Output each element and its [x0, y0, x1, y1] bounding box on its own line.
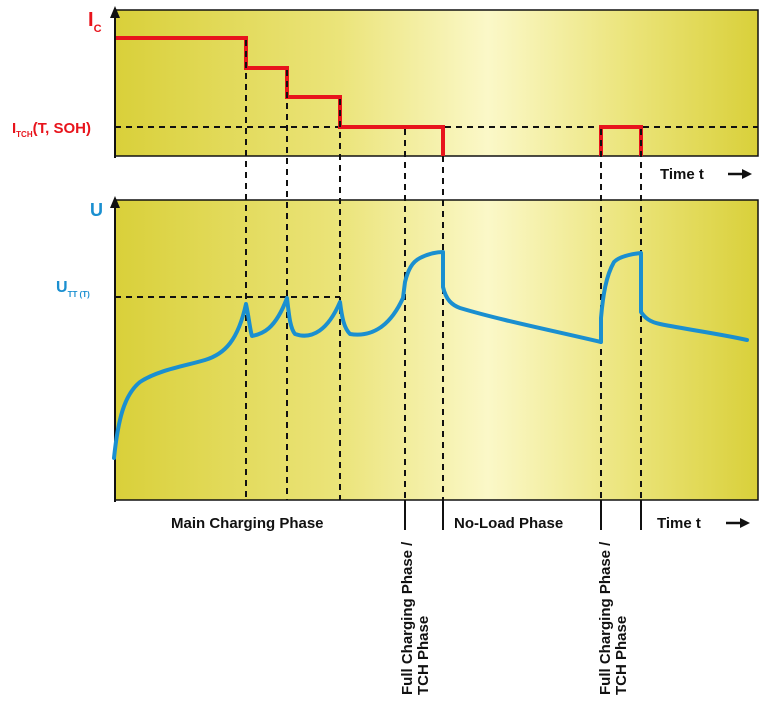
voltage-curve — [112, 250, 749, 460]
phase-label-main-charging: Main Charging Phase — [171, 515, 324, 532]
phase-marker-lines — [245, 40, 642, 500]
current-panel-background — [114, 9, 759, 157]
voltage-y-axis-arrow — [110, 196, 120, 208]
voltage-y-axis-label: U — [90, 200, 103, 220]
phase-label-full-charging-1: Full Charging Phase / TCH Phase — [399, 537, 432, 695]
voltage-panel-background — [114, 199, 759, 501]
current-y-axis-label: IC — [88, 9, 102, 35]
phase-separator-lines — [404, 500, 642, 530]
phase-label-full-charging-2: Full Charging Phase / TCH Phase — [597, 537, 630, 695]
current-x-axis-arrow-icon — [728, 169, 752, 179]
current-y-axis-arrow — [110, 6, 120, 18]
current-level-label: ITCH(T, SOH) — [12, 120, 91, 139]
voltage-threshold-label: UTT (T) — [56, 279, 90, 299]
current-x-axis-label: Time t — [660, 166, 704, 183]
phase-label-no-load: No-Load Phase — [454, 515, 563, 532]
voltage-x-axis-arrow-icon — [726, 518, 750, 528]
voltage-x-axis-label: Time t — [657, 515, 701, 532]
